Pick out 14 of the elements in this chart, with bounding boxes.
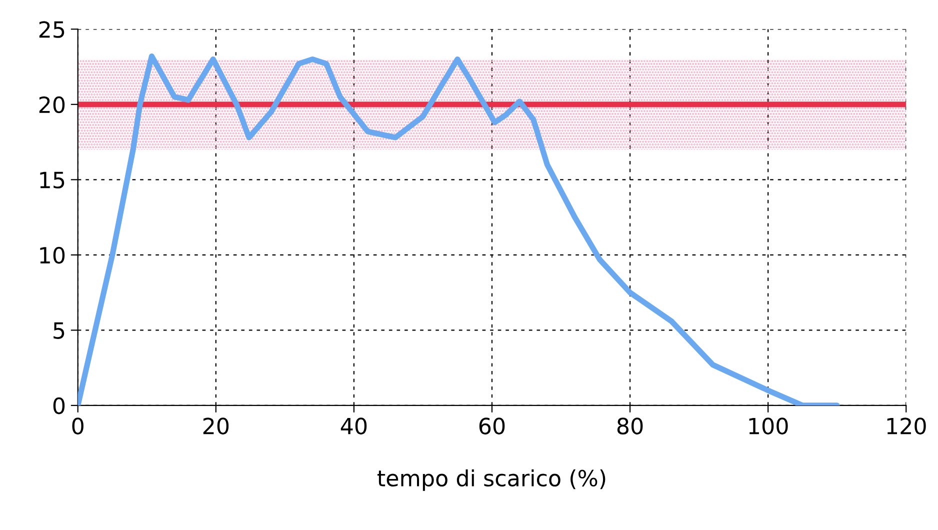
x-tick-label: 40 <box>340 418 367 434</box>
y-tick-label: 25 <box>39 21 64 38</box>
x-tick-label: 60 <box>479 418 505 434</box>
x-tick-label: 0 <box>72 418 84 434</box>
x-tick-label: 120 <box>887 418 926 434</box>
y-tick-label: 15 <box>40 172 64 188</box>
x-tick-label: 100 <box>749 418 788 434</box>
y-tick-label: 20 <box>39 96 65 114</box>
y-tick-label: 10 <box>40 246 65 264</box>
x-axis-title: tempo di scarico (%) <box>377 469 606 491</box>
y-tick-label: 0 <box>53 397 65 414</box>
x-tick-label: 80 <box>617 418 643 434</box>
x-tick-label: 20 <box>203 418 229 434</box>
y-tick-label: 5 <box>54 322 64 339</box>
